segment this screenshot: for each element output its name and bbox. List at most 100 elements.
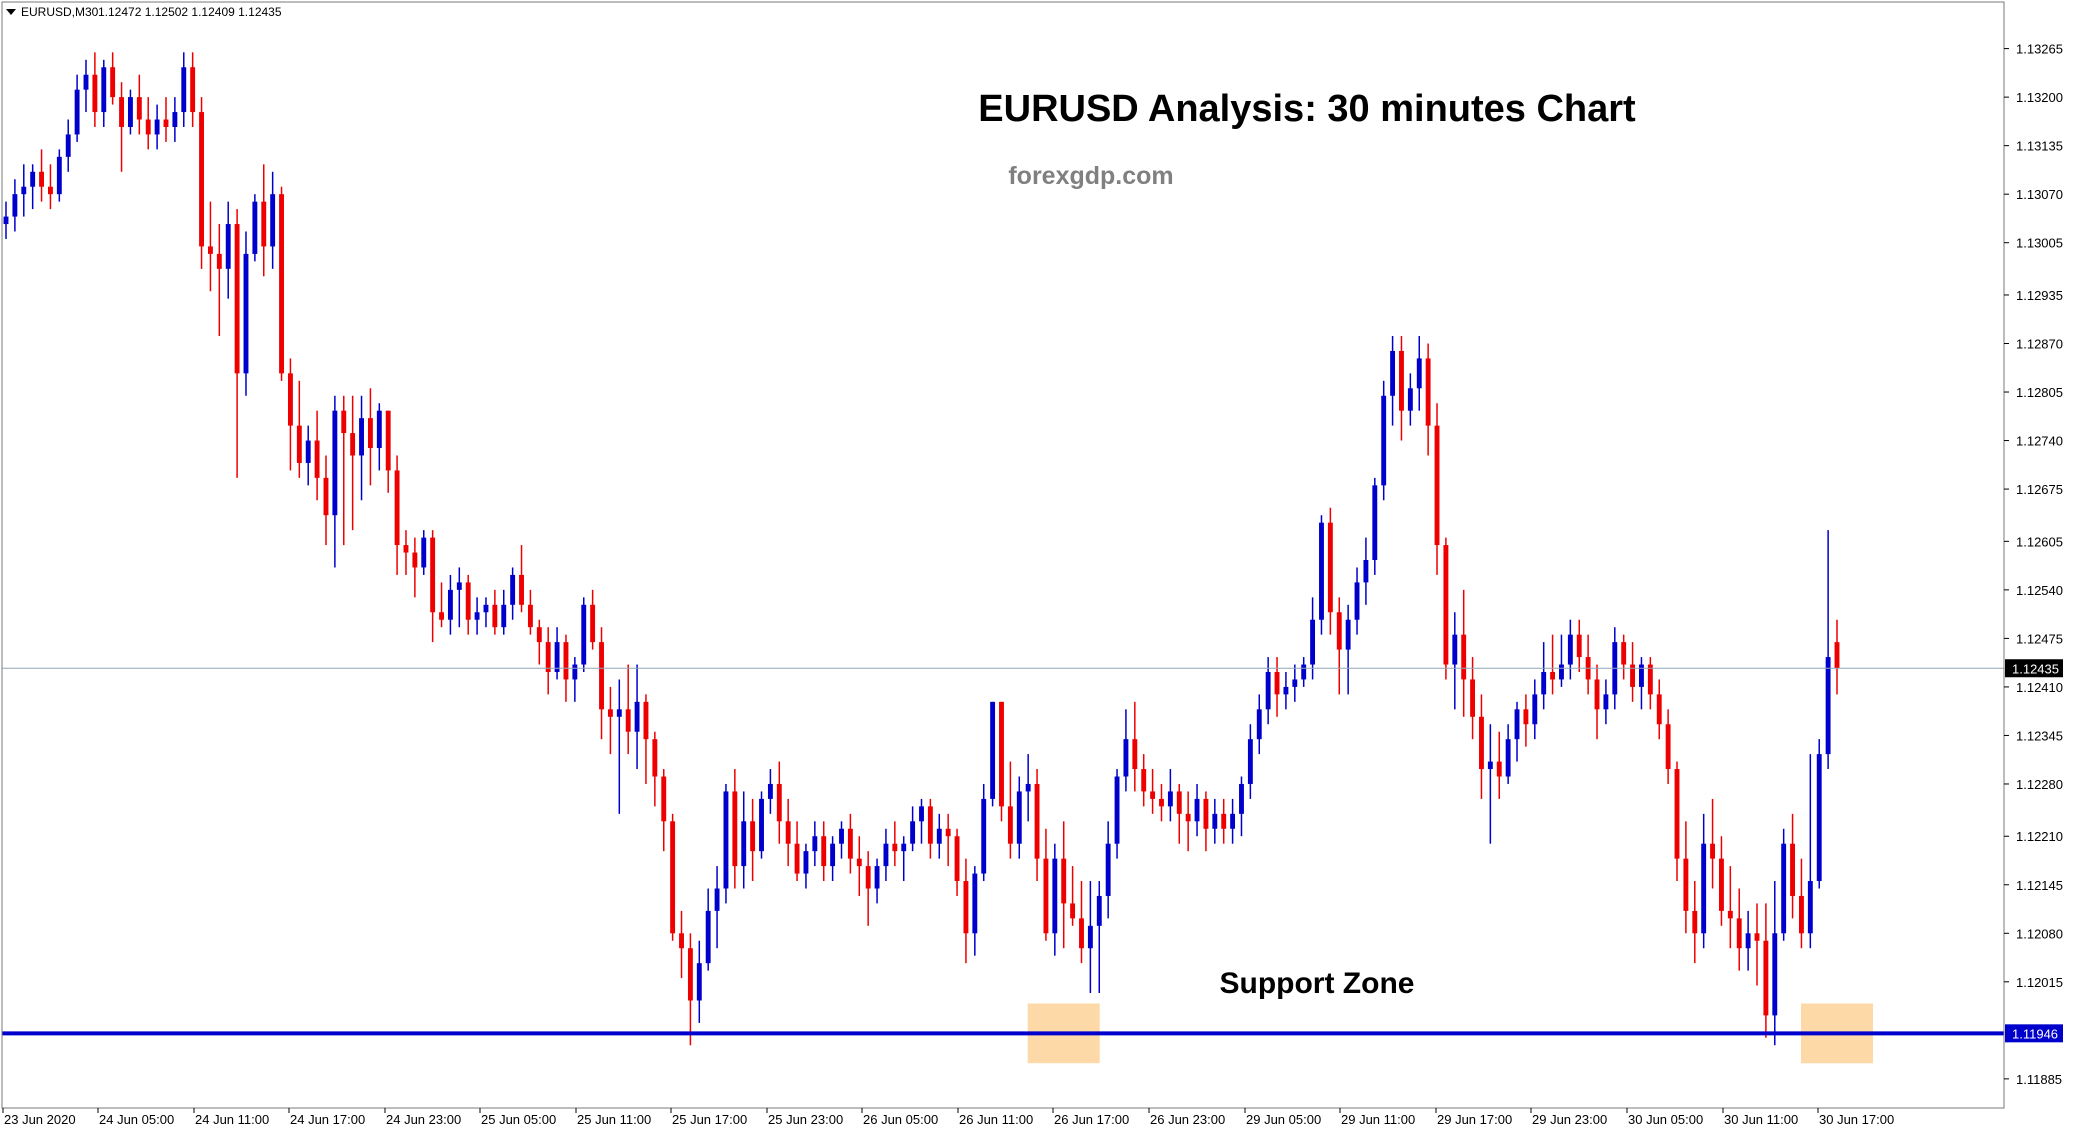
candle-bullish [1514,701,1520,762]
candle-body [314,440,320,478]
y-tick-label: 1.13200 [2016,90,2063,105]
candle-body [74,89,80,135]
candle-bearish [856,836,862,896]
candle-bearish [145,97,151,150]
candle-body [1567,634,1573,665]
candle-body [1630,664,1636,687]
candle-body [1505,739,1511,777]
candle-body [1594,679,1600,710]
candle-bearish [927,798,933,859]
candle-body [510,574,516,605]
candle-bullish [554,627,560,680]
candle-body [136,97,142,120]
candle-body [572,664,578,680]
candle-body [563,642,569,680]
price-axis[interactable]: 1.13265 1.13200 1.13135 1.13070 1.13005 1.129… [2004,42,2063,1087]
time-axis[interactable]: 23 Jun 2020 24 Jun 05:00 24 Jun 11:00 24 Ju… [2,1108,1894,1127]
candle-bullish [1559,634,1564,687]
candle-body [1763,940,1769,1016]
y-tick-label: 1.12145 [2016,878,2063,893]
candle-bearish [1185,791,1191,852]
candle-bullish [1825,530,1831,770]
candle-body [1407,388,1413,411]
candle-body [376,410,382,449]
candle-body [1363,560,1369,583]
candle-body [492,604,498,628]
candle-body [794,843,800,874]
x-tick-label: 23 Jun 2020 [4,1112,76,1127]
candle-bullish [1345,604,1351,695]
candle-bullish [830,836,836,882]
candle-bullish [1505,724,1511,784]
candle-body [39,171,44,187]
candle-bullish [376,403,382,471]
x-tick-label: 26 Jun 17:00 [1054,1112,1129,1127]
candle-bullish [56,149,62,202]
y-tick-label: 1.13135 [2016,139,2063,154]
candle-body [1399,350,1404,411]
candle-bullish [1194,783,1200,837]
candle-bearish [323,455,329,546]
candle-bullish [1256,694,1262,755]
candle-bearish [465,574,471,635]
candle-body [1239,783,1244,814]
y-tick-label: 1.12540 [2016,583,2063,598]
candle-bearish [1043,828,1049,941]
candle-body [465,582,471,620]
x-tick-label: 25 Jun 05:00 [481,1112,556,1127]
candle-body [296,425,302,463]
candle-bearish [1710,798,1716,889]
candle-bullish [1096,881,1102,994]
candle-body [1087,925,1093,949]
candle-body [403,545,409,553]
candle-bullish [1567,619,1573,680]
candle-body [3,216,9,225]
candle-body [1025,783,1031,792]
candle-bullish [1407,373,1413,426]
candle-bullish [1807,754,1813,949]
candle-bullish [421,530,427,575]
badge-label: 1.12435 [2012,661,2059,676]
candle-bullish [1781,828,1787,941]
candle-body [1799,895,1804,934]
candle-body [287,373,293,426]
candle-body [972,873,978,934]
candle-body [359,418,364,456]
candle-bearish [750,798,756,882]
candle-body [1434,425,1440,546]
candle-bullish [1016,776,1022,859]
candle-bullish [1416,336,1422,411]
candle-bullish [252,194,258,262]
x-tick-label: 24 Jun 23:00 [386,1112,461,1127]
candle-body [1692,910,1698,934]
candle-body [527,604,533,628]
candle-body [1043,858,1049,934]
candle-body [190,67,196,113]
candle-body [1203,798,1209,829]
candle-body [1656,694,1662,725]
candle-body [839,828,844,844]
candle-bullish [447,574,453,635]
y-tick-label: 1.12740 [2016,434,2063,449]
x-tick-label: 30 Jun 11:00 [1724,1112,1798,1127]
candle-bullish [1487,724,1493,844]
candle-bullish [1354,567,1360,635]
candle-body [687,948,693,1001]
candle-bearish [892,821,898,867]
triangle-down-icon[interactable] [6,9,16,15]
support-price-badge: 1.11946 [2005,1024,2063,1043]
candle-bullish [270,171,276,269]
candle-body [1070,903,1076,919]
candle-body [207,246,213,254]
candle-body [625,709,631,732]
candle-bullish [21,164,27,217]
candle-bearish [1799,858,1804,949]
candle-bearish [519,545,524,613]
candle-body [536,627,542,643]
candle-bearish [954,828,960,896]
candle-body [910,821,916,844]
candle-bullish [714,866,720,949]
candle-bullish [1301,657,1307,687]
candle-bullish [359,395,364,501]
